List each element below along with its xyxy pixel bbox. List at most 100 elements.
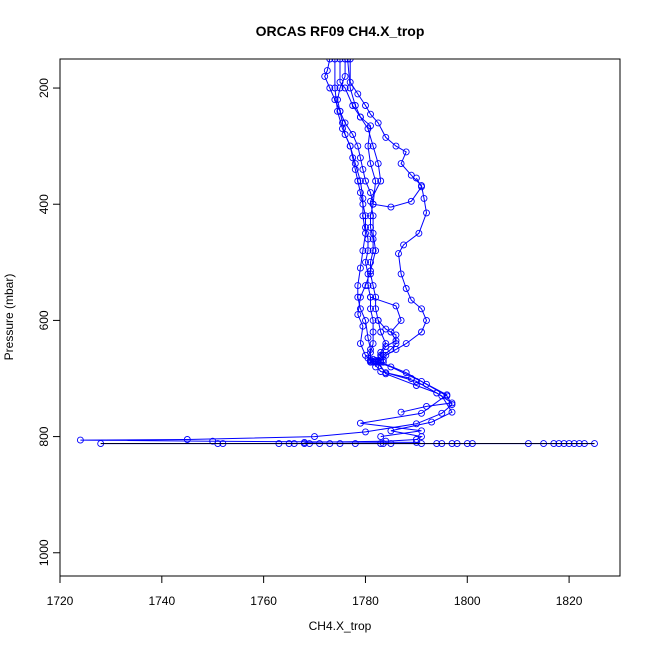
data-point [356, 177, 364, 185]
data-point [346, 84, 354, 92]
data-point [341, 119, 349, 127]
data-point [420, 194, 428, 202]
data-point [331, 84, 339, 92]
data-point [369, 328, 377, 336]
data-point [326, 59, 334, 63]
y-tick-label: 800 [37, 426, 51, 446]
data-point [407, 375, 415, 382]
data-point [341, 72, 349, 80]
data-point [372, 305, 380, 313]
data-point [183, 436, 191, 443]
data-point [356, 113, 364, 121]
data-point [407, 197, 415, 205]
data-point [359, 247, 367, 255]
data-point [356, 264, 364, 272]
data-point [323, 67, 331, 75]
data-point [374, 316, 382, 324]
data-point [407, 171, 415, 179]
chart-title: ORCAS RF09 CH4.X_trop [256, 23, 425, 39]
data-point [372, 358, 380, 366]
data-point [438, 409, 446, 417]
data-point [362, 282, 369, 290]
data-point [418, 427, 425, 435]
data-point [364, 247, 372, 255]
data-point [392, 340, 400, 348]
data-point [397, 160, 405, 168]
data-point [356, 419, 364, 427]
data-point [356, 305, 364, 313]
data-point [344, 59, 352, 63]
data-point [369, 200, 377, 208]
data-point [387, 427, 395, 435]
series-line [80, 59, 595, 445]
data-point [351, 160, 359, 168]
series-line [349, 59, 428, 367]
series-line [339, 59, 448, 438]
data-point [356, 154, 364, 162]
data-point [412, 382, 420, 389]
data-point [402, 285, 410, 292]
data-point [359, 212, 367, 220]
data-point [341, 84, 349, 92]
data-point [418, 305, 425, 313]
data-point [377, 177, 385, 185]
data-point [415, 229, 423, 237]
data-point [369, 229, 377, 237]
data-point [423, 402, 430, 410]
y-tick-label: 600 [37, 310, 51, 330]
plot-frame [59, 58, 621, 577]
data-point [346, 59, 354, 63]
data-point [372, 247, 380, 255]
y-tick-label: 200 [37, 78, 51, 98]
data-point [339, 125, 346, 133]
data-point [387, 345, 395, 353]
data-point [392, 142, 400, 150]
data-point [354, 282, 362, 290]
data-point [387, 363, 395, 371]
data-point [418, 183, 425, 191]
data-point [356, 189, 364, 197]
series-6 [344, 59, 425, 211]
data-point [300, 438, 308, 446]
data-point [321, 72, 329, 80]
data-point [387, 328, 395, 336]
data-point [362, 177, 369, 185]
data-point [351, 102, 359, 109]
data-point [367, 160, 374, 168]
data-point [418, 377, 425, 385]
series-layer [76, 59, 598, 448]
data-point [369, 212, 377, 220]
data-point [369, 316, 377, 324]
data-point [367, 305, 374, 313]
series-5 [331, 59, 415, 382]
data-point [367, 110, 374, 118]
series-8 [374, 316, 456, 416]
data-point [331, 59, 339, 63]
data-point [336, 59, 344, 63]
data-point [341, 59, 349, 63]
data-point [382, 370, 390, 378]
data-point [334, 107, 341, 115]
data-point [433, 389, 441, 397]
data-point [364, 142, 372, 150]
data-point [359, 165, 367, 173]
x-tick-label: 1780 [352, 594, 379, 608]
data-point [369, 282, 377, 290]
x-tick-label: 1740 [148, 594, 175, 608]
series-line [347, 59, 423, 208]
data-point [412, 436, 420, 443]
data-point [367, 122, 374, 130]
data-point [374, 119, 382, 127]
data-point [372, 293, 380, 301]
data-point [412, 174, 420, 182]
data-point [382, 133, 390, 141]
series-4 [346, 59, 430, 371]
data-point [362, 316, 369, 324]
data-point [407, 296, 415, 304]
data-point [418, 409, 425, 417]
data-point [397, 270, 405, 278]
data-point [362, 428, 369, 436]
data-point [443, 391, 451, 399]
x-tick-label: 1820 [556, 594, 583, 608]
data-point [334, 96, 341, 104]
